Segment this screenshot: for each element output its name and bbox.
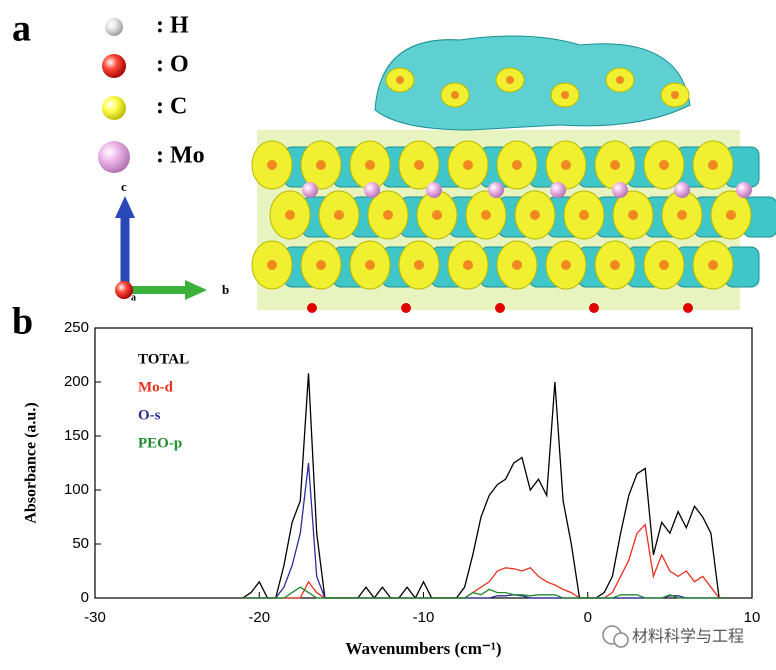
atom	[401, 303, 411, 313]
legend-label: Mo-d	[138, 379, 174, 395]
atom	[512, 260, 522, 270]
atom-icon	[105, 18, 123, 36]
atom	[432, 210, 442, 220]
line-series	[242, 523, 728, 599]
watermark-icon	[613, 632, 629, 648]
legend-label: PEO-p	[138, 435, 182, 451]
atom	[683, 303, 693, 313]
atom	[561, 160, 571, 170]
atom	[302, 182, 318, 198]
atom	[671, 91, 679, 99]
atom	[451, 91, 459, 99]
atom	[674, 182, 690, 198]
atom	[396, 76, 404, 84]
atom	[659, 160, 669, 170]
atom	[726, 210, 736, 220]
x-axis-label: Wavenumbers (cm⁻¹)	[345, 639, 501, 658]
panel-label: a	[12, 8, 31, 50]
atom	[579, 210, 589, 220]
atom	[708, 260, 718, 270]
y-tick-label: 0	[81, 589, 89, 606]
axis-label: b	[222, 282, 229, 297]
atom	[736, 182, 752, 198]
atom	[610, 160, 620, 170]
watermark: 材料科学与工程	[632, 627, 744, 646]
legend-label: : O	[156, 52, 189, 78]
atom	[677, 210, 687, 220]
atom	[708, 160, 718, 170]
atom	[610, 260, 620, 270]
legend-label: : C	[156, 94, 187, 120]
atom	[414, 260, 424, 270]
legend-label: O-s	[138, 407, 161, 423]
atom	[550, 182, 566, 198]
atom	[481, 210, 491, 220]
panel-label: b	[12, 301, 33, 343]
arrow-head	[115, 196, 135, 218]
x-tick-label: 10	[744, 609, 761, 626]
structure	[251, 35, 776, 313]
y-tick-label: 150	[64, 427, 89, 444]
y-tick-label: 100	[64, 481, 89, 498]
x-tick-label: -30	[84, 609, 106, 626]
atom	[316, 160, 326, 170]
atom	[334, 210, 344, 220]
x-tick-label: -10	[413, 609, 435, 626]
atom	[414, 160, 424, 170]
axis-label: c	[121, 179, 127, 194]
y-axis-label: Absorbance (a.u.)	[23, 402, 40, 523]
atom	[530, 210, 540, 220]
atom	[463, 160, 473, 170]
atom	[365, 260, 375, 270]
line-series	[242, 586, 728, 599]
surface-cyan	[374, 35, 691, 131]
atom	[612, 182, 628, 198]
atom	[463, 260, 473, 270]
y-tick-label: 200	[64, 373, 89, 390]
arrow-head	[185, 280, 207, 300]
atom-icon	[98, 141, 130, 173]
legend-label: : Mo	[156, 143, 205, 169]
atom-icon	[102, 96, 126, 120]
atom	[488, 182, 504, 198]
y-tick-label: 50	[72, 535, 89, 552]
atom	[616, 76, 624, 84]
atom	[589, 303, 599, 313]
atom	[628, 210, 638, 220]
atom	[383, 210, 393, 220]
legend-label: : H	[156, 13, 189, 39]
legend-label: TOTAL	[138, 351, 189, 367]
axis-origin	[115, 281, 133, 299]
atom	[365, 160, 375, 170]
atom	[267, 260, 277, 270]
atom	[307, 303, 317, 313]
atom	[561, 91, 569, 99]
line-series	[242, 373, 728, 600]
atom-icon	[102, 54, 126, 78]
x-tick-label: -20	[248, 609, 270, 626]
plot-frame	[94, 327, 753, 599]
line-series	[242, 462, 728, 599]
atom	[316, 260, 326, 270]
atom	[426, 182, 442, 198]
x-tick-label: 0	[584, 609, 592, 626]
axis-label: a	[131, 292, 136, 303]
atom	[495, 303, 505, 313]
atom	[285, 210, 295, 220]
atom	[267, 160, 277, 170]
atom	[659, 260, 669, 270]
atom	[561, 260, 571, 270]
atom	[364, 182, 380, 198]
atom	[512, 160, 522, 170]
y-tick-label: 250	[64, 319, 89, 336]
atom	[506, 76, 514, 84]
